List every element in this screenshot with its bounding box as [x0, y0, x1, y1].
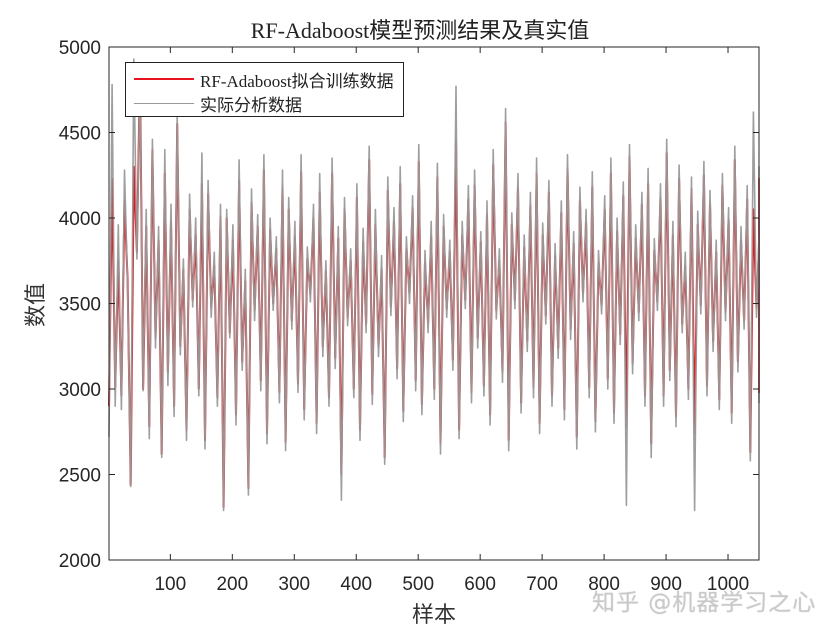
legend-swatch-red-line-icon: [134, 78, 194, 80]
y-tick-label: 5000: [59, 38, 101, 59]
y-tick-label: 3000: [59, 380, 101, 401]
legend-item-predicted: RF-Adaboost拟合训练数据: [134, 67, 394, 91]
legend-label-predicted: RF-Adaboost拟合训练数据: [200, 71, 394, 91]
y-tick-label: 4500: [59, 124, 101, 145]
chart-title: RF-Adaboost模型预测结果及真实值: [250, 18, 590, 43]
legend-swatch-gray-line-icon: [134, 102, 194, 104]
x-tick-label: 300: [278, 574, 310, 595]
legend-label-actual: 实际分析数据: [200, 95, 302, 115]
y-tick-label: 3500: [59, 295, 101, 316]
legend: RF-Adaboost拟合训练数据 实际分析数据: [125, 62, 404, 117]
x-tick-label: 1000: [707, 574, 749, 595]
x-tick-label: 900: [650, 574, 682, 595]
x-tick-label: 400: [340, 574, 372, 595]
y-tick-label: 2500: [59, 466, 101, 487]
x-axis: 100 200 300 400 500 600 700 800 900 1000: [154, 47, 749, 595]
watermark: 知乎 @机器学习之心: [592, 590, 817, 616]
x-tick-label: 500: [402, 574, 434, 595]
y-tick-label: 2000: [59, 551, 101, 572]
x-tick-label: 700: [526, 574, 558, 595]
series-actual-line: [108, 58, 760, 512]
y-axis-label: 数值: [24, 282, 50, 328]
legend-item-actual: 实际分析数据: [134, 91, 302, 115]
x-tick-label: 200: [216, 574, 248, 595]
x-tick-label: 600: [464, 574, 496, 595]
axes-background: [109, 47, 759, 560]
x-axis-label: 样本: [411, 603, 456, 628]
x-tick-label: 800: [588, 574, 620, 595]
y-tick-label: 4000: [59, 209, 101, 230]
x-tick-label: 100: [154, 574, 186, 595]
y-axis: 2000 2500 3000 3500 4000 4500 5000: [59, 38, 759, 572]
